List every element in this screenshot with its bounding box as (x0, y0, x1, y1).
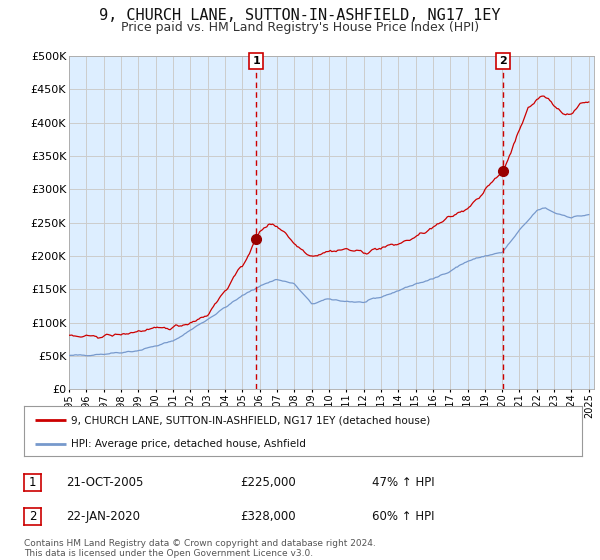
Text: HPI: Average price, detached house, Ashfield: HPI: Average price, detached house, Ashf… (71, 439, 307, 449)
Text: Contains HM Land Registry data © Crown copyright and database right 2024.
This d: Contains HM Land Registry data © Crown c… (24, 539, 376, 558)
Text: 22-JAN-2020: 22-JAN-2020 (66, 510, 140, 523)
Text: 21-OCT-2005: 21-OCT-2005 (66, 476, 143, 489)
Text: 2: 2 (29, 510, 36, 523)
Text: 1: 1 (29, 476, 36, 489)
Text: £328,000: £328,000 (240, 510, 296, 523)
Text: £225,000: £225,000 (240, 476, 296, 489)
Text: 47% ↑ HPI: 47% ↑ HPI (372, 476, 434, 489)
Text: 60% ↑ HPI: 60% ↑ HPI (372, 510, 434, 523)
Text: 2: 2 (499, 56, 507, 66)
Text: 9, CHURCH LANE, SUTTON-IN-ASHFIELD, NG17 1EY (detached house): 9, CHURCH LANE, SUTTON-IN-ASHFIELD, NG17… (71, 415, 431, 425)
Text: 9, CHURCH LANE, SUTTON-IN-ASHFIELD, NG17 1EY: 9, CHURCH LANE, SUTTON-IN-ASHFIELD, NG17… (99, 8, 501, 24)
Text: 1: 1 (252, 56, 260, 66)
Text: Price paid vs. HM Land Registry's House Price Index (HPI): Price paid vs. HM Land Registry's House … (121, 21, 479, 34)
